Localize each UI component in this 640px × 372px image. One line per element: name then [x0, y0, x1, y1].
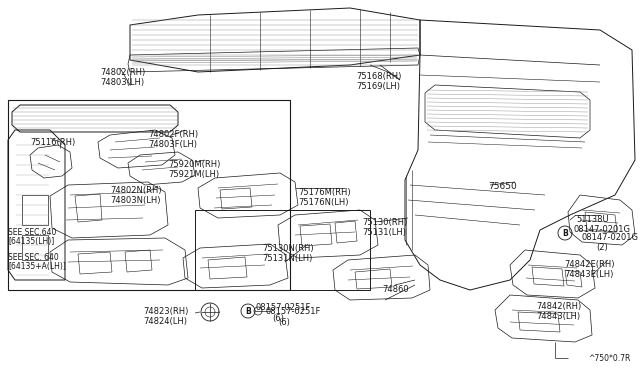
Text: 75116(RH): 75116(RH): [30, 138, 76, 147]
Text: 75169(LH): 75169(LH): [356, 82, 400, 91]
Text: 08147-0201G: 08147-0201G: [582, 233, 639, 242]
Text: 74803(LH): 74803(LH): [100, 78, 144, 87]
Text: 08157-0251F: 08157-0251F: [256, 303, 312, 312]
Text: 74824(LH): 74824(LH): [143, 317, 187, 326]
Text: (6): (6): [272, 314, 284, 323]
Text: (2): (2): [596, 243, 608, 252]
Text: 75131N(LH): 75131N(LH): [262, 254, 312, 263]
Text: [64135(LH)]: [64135(LH)]: [8, 237, 54, 246]
Text: 75920M(RH): 75920M(RH): [168, 160, 220, 169]
Text: 08147-0201G: 08147-0201G: [573, 225, 630, 234]
Text: 74823(RH): 74823(RH): [143, 307, 188, 316]
Text: 74803F(LH): 74803F(LH): [148, 140, 197, 149]
Text: ^750*0.7R: ^750*0.7R: [588, 354, 630, 363]
Text: 74802N(RH): 74802N(RH): [110, 186, 162, 195]
Text: 75176M(RH): 75176M(RH): [298, 188, 351, 197]
Text: 08157-0251F: 08157-0251F: [265, 307, 321, 316]
Text: 74802(RH): 74802(RH): [100, 68, 145, 77]
Text: 74843E(LH): 74843E(LH): [564, 270, 613, 279]
Text: (6): (6): [278, 318, 290, 327]
Text: [64135+A(LH)]: [64135+A(LH)]: [8, 262, 66, 271]
Text: 75168(RH): 75168(RH): [356, 72, 401, 81]
Text: 75130N(RH): 75130N(RH): [262, 244, 314, 253]
Text: B: B: [245, 307, 251, 315]
Text: 75921M(LH): 75921M(LH): [168, 170, 219, 179]
Text: 74842(RH): 74842(RH): [536, 302, 581, 311]
Text: SEE SEC. 640: SEE SEC. 640: [8, 253, 59, 262]
Text: 74802F(RH): 74802F(RH): [148, 130, 198, 139]
Text: 75131(LH): 75131(LH): [362, 228, 406, 237]
Text: 74842E(RH): 74842E(RH): [564, 260, 614, 269]
Text: 75176N(LH): 75176N(LH): [298, 198, 349, 207]
Text: 74803N(LH): 74803N(LH): [110, 196, 161, 205]
Text: 75650: 75650: [488, 182, 516, 191]
Text: 75130(RH): 75130(RH): [362, 218, 407, 227]
Text: 74843(LH): 74843(LH): [536, 312, 580, 321]
Text: SEE SEC.640: SEE SEC.640: [8, 228, 56, 237]
Text: 74860: 74860: [382, 285, 408, 294]
Text: 51138U: 51138U: [576, 215, 609, 224]
Text: B: B: [562, 228, 568, 237]
